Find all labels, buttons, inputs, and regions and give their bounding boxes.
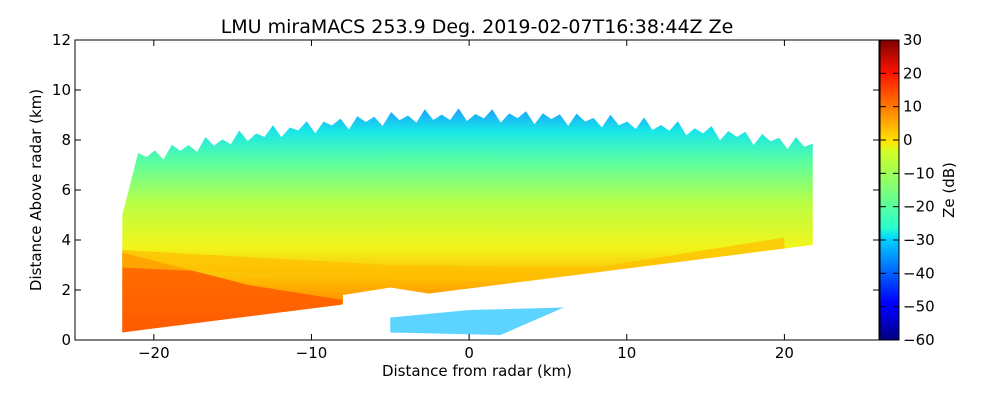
colorbar-tick-label: −50 — [903, 298, 935, 316]
colorbar-tick-label: −10 — [903, 164, 935, 182]
y-tick-label: 2 — [61, 281, 71, 299]
y-tick-label: 10 — [52, 81, 71, 99]
y-tick-label: 8 — [61, 131, 71, 149]
x-tick-label: 20 — [775, 344, 794, 362]
reflectivity-field — [122, 108, 879, 340]
colorbar-tick-label: −30 — [903, 231, 935, 249]
colorbar-tick-label: 0 — [903, 131, 913, 149]
colorbar — [879, 39, 900, 341]
echo-gap — [343, 282, 596, 325]
x-tick-label: −10 — [296, 344, 328, 362]
y-tick-label: 0 — [61, 331, 71, 349]
x-tick-label: −20 — [138, 344, 170, 362]
y-tick-label: 4 — [61, 231, 71, 249]
colorbar-tick-label: 20 — [903, 64, 922, 82]
colorbar-tick-label: 10 — [903, 98, 922, 116]
y-axis: 0 2 4 6 8 10 12 — [52, 31, 879, 349]
x-tick-label: 0 — [464, 344, 474, 362]
y-tick-label: 6 — [61, 181, 71, 199]
x-axis-label: Distance from radar (km) — [382, 362, 572, 380]
low-cyan-echo — [390, 307, 564, 335]
x-axis: −20 −10 0 10 20 — [138, 40, 794, 362]
no-echo-region — [122, 245, 879, 340]
colorbar-label: Ze (dB) — [940, 162, 958, 218]
chart-title: LMU miraMACS 253.9 Deg. 2019-02-07T16:38… — [221, 16, 734, 38]
colorbar-tick-label: −60 — [903, 331, 935, 349]
colorbar-tick-label: −20 — [903, 198, 935, 216]
colorbar-ticks: 30 20 10 0 −10 −20 −30 −40 −50 −60 — [880, 31, 935, 349]
x-tick-label: 10 — [617, 344, 636, 362]
echo-cloud — [122, 108, 813, 333]
colorbar-tick-label: 30 — [903, 31, 922, 49]
y-tick-label: 12 — [52, 31, 71, 49]
colorbar-tick-label: −40 — [903, 264, 935, 282]
y-axis-label: Distance Above radar (km) — [27, 89, 45, 291]
